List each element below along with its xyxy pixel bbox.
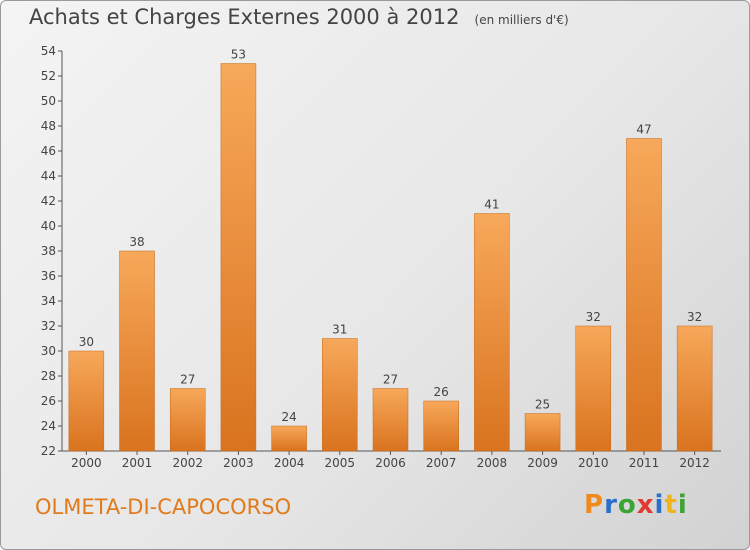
bar-value-label: 30 bbox=[79, 335, 94, 349]
chart-title: Achats et Charges Externes 2000 à 2012 bbox=[29, 5, 460, 29]
bar-value-label: 32 bbox=[687, 310, 702, 324]
y-tick-label: 38 bbox=[41, 244, 56, 258]
y-tick-label: 48 bbox=[41, 119, 56, 133]
y-tick-label: 42 bbox=[41, 194, 56, 208]
y-tick-label: 44 bbox=[41, 169, 56, 183]
bar-value-label: 32 bbox=[586, 310, 601, 324]
x-tick-label: 2010 bbox=[578, 456, 609, 470]
bar[interactable] bbox=[524, 413, 561, 452]
y-tick-label: 32 bbox=[41, 319, 56, 333]
y-tick-label: 34 bbox=[41, 294, 56, 308]
x-tick-label: 2005 bbox=[325, 456, 356, 470]
bar[interactable] bbox=[626, 138, 662, 452]
x-tick-label: 2002 bbox=[172, 456, 203, 470]
bar-value-label: 27 bbox=[180, 373, 195, 387]
logo-letter: i bbox=[654, 490, 665, 520]
y-tick-label: 54 bbox=[41, 44, 56, 58]
y-tick-label: 52 bbox=[41, 69, 56, 83]
x-tick-label: 2000 bbox=[71, 456, 102, 470]
x-tick-label: 2001 bbox=[122, 456, 153, 470]
title-block: Achats et Charges Externes 2000 à 2012 (… bbox=[29, 5, 569, 29]
y-tick-label: 46 bbox=[41, 144, 56, 158]
y-tick-label: 22 bbox=[41, 444, 56, 458]
y-tick-label: 28 bbox=[41, 369, 56, 383]
y-tick-label: 30 bbox=[41, 344, 56, 358]
bar[interactable] bbox=[322, 338, 358, 452]
logo-letter: r bbox=[604, 490, 618, 520]
location-name: OLMETA-DI-CAPOCORSO bbox=[35, 495, 292, 519]
bar-value-label: 31 bbox=[332, 323, 347, 337]
bar[interactable] bbox=[423, 400, 459, 452]
x-tick-label: 2012 bbox=[679, 456, 710, 470]
bar[interactable] bbox=[372, 388, 409, 452]
bar-value-label: 47 bbox=[636, 123, 651, 137]
bar-value-label: 24 bbox=[281, 410, 296, 424]
bar[interactable] bbox=[474, 213, 510, 452]
proxiti-logo[interactable]: Proxiti bbox=[584, 490, 688, 520]
bar-value-label: 26 bbox=[434, 385, 449, 399]
y-tick-label: 40 bbox=[41, 219, 56, 233]
bar[interactable] bbox=[119, 250, 155, 452]
bar-value-label: 53 bbox=[231, 48, 246, 62]
y-tick-label: 26 bbox=[41, 394, 56, 408]
bar[interactable] bbox=[220, 63, 257, 452]
y-tick-label: 36 bbox=[41, 269, 56, 283]
logo-letter: i bbox=[677, 490, 688, 520]
x-tick-label: 2008 bbox=[477, 456, 508, 470]
chart-subtitle: (en milliers d'€) bbox=[474, 13, 569, 27]
logo-letter: x bbox=[636, 490, 655, 520]
y-tick-label: 24 bbox=[41, 419, 56, 433]
x-tick-label: 2007 bbox=[426, 456, 457, 470]
x-tick-label: 2006 bbox=[375, 456, 406, 470]
x-tick-label: 2003 bbox=[223, 456, 254, 470]
logo-letter: o bbox=[617, 490, 637, 520]
bars: 30 38 27 53 24 31 27 26 41 25 32 47 32 bbox=[68, 48, 713, 452]
x-tick-label: 2011 bbox=[629, 456, 660, 470]
bar[interactable] bbox=[68, 350, 105, 452]
logo-letter: P bbox=[584, 490, 605, 520]
bar[interactable] bbox=[271, 425, 307, 452]
logo-letter: t bbox=[664, 490, 678, 520]
bar-value-label: 25 bbox=[535, 398, 550, 412]
bar[interactable] bbox=[575, 325, 612, 452]
axes: 22 24 26 28 30 32 34 36 38 40 42 44 46 48 50 52 54 2000 20… bbox=[41, 44, 721, 470]
y-tick-label: 50 bbox=[41, 94, 56, 108]
bar-value-label: 38 bbox=[129, 235, 144, 249]
bar[interactable] bbox=[169, 388, 206, 452]
bar-value-label: 41 bbox=[484, 198, 499, 212]
x-tick-label: 2004 bbox=[274, 456, 305, 470]
bar-value-label: 27 bbox=[383, 373, 398, 387]
bar[interactable] bbox=[676, 325, 713, 452]
x-tick-label: 2009 bbox=[527, 456, 558, 470]
